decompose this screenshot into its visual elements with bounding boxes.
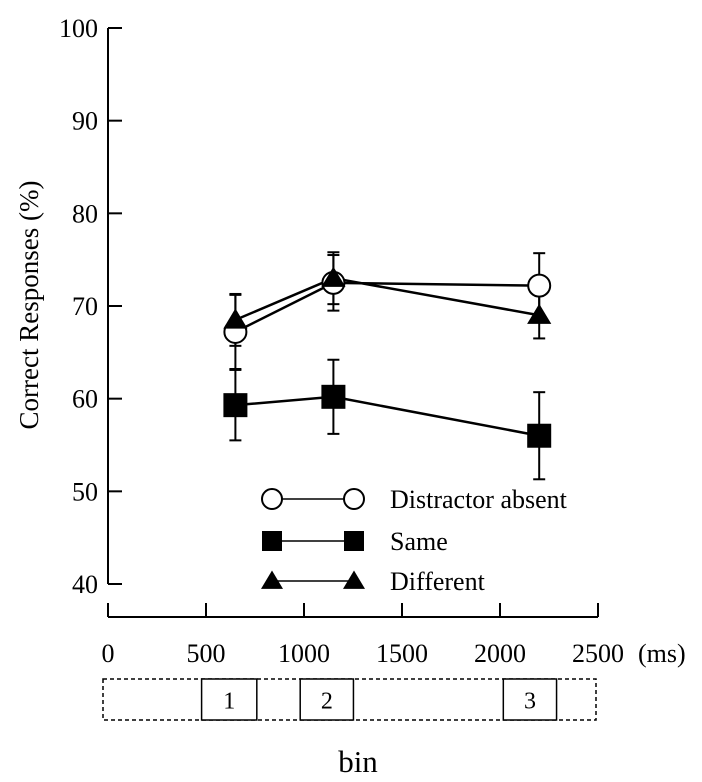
y-tick-label: 70	[72, 292, 98, 321]
y-tick-label: 80	[72, 199, 98, 228]
bin-box	[299, 678, 355, 721]
legend-marker	[343, 488, 365, 510]
bin-box	[200, 678, 258, 721]
legend: Distractor absent Same Different	[261, 485, 568, 596]
x-tick-label: 1500	[376, 639, 428, 668]
series-markers	[223, 266, 552, 448]
legend-marker	[261, 488, 283, 510]
y-axis-label: Correct Responses (%)	[14, 181, 44, 430]
bin-label: 1	[223, 689, 235, 715]
error-bars	[229, 251, 546, 481]
y-tick-label: 40	[72, 570, 98, 599]
x-tick-label: 2000	[474, 639, 526, 668]
bin-label: 3	[524, 689, 536, 715]
data-point	[223, 393, 248, 418]
x-tick-label: 500	[187, 639, 226, 668]
legend-label: Different	[390, 567, 486, 596]
legend-label: Distractor absent	[390, 485, 568, 514]
data-point	[321, 266, 346, 287]
x-tick-label: 2500	[572, 639, 624, 668]
legend-marker	[261, 570, 283, 589]
x-tick-label: 0	[102, 639, 115, 668]
data-point	[527, 303, 552, 324]
bin-label: 2	[321, 689, 333, 715]
data-point	[527, 423, 552, 448]
x-tick-label: 1000	[278, 639, 330, 668]
bin-timeline: 1 2 3	[102, 678, 597, 721]
y-tick-label: 90	[72, 107, 98, 136]
legend-marker	[343, 570, 365, 589]
legend-marker	[262, 531, 282, 551]
x-axis-unit-label: (ms)	[638, 639, 686, 668]
legend-marker	[344, 531, 364, 551]
y-tick-label: 100	[59, 14, 98, 43]
y-tick-label: 50	[72, 477, 98, 506]
y-tick-label: 60	[72, 385, 98, 414]
data-point	[321, 384, 346, 409]
bin-box	[502, 678, 558, 721]
series-line	[235, 395, 540, 437]
x-axis-label: bin	[338, 744, 378, 779]
series-lines	[234, 276, 540, 437]
legend-label: Same	[390, 527, 448, 556]
data-point	[527, 273, 552, 298]
data-point	[223, 308, 248, 329]
